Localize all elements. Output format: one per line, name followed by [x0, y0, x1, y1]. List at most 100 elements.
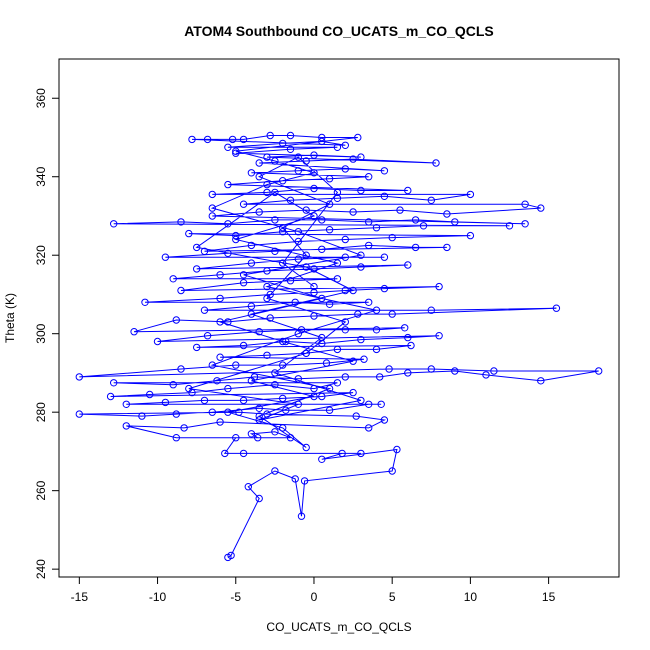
data-point — [357, 186, 365, 195]
data-point — [286, 277, 295, 285]
data-point — [255, 412, 263, 420]
data-point — [310, 169, 318, 177]
data-point — [419, 222, 428, 230]
data-point — [239, 200, 248, 208]
data-point — [200, 396, 209, 405]
data-point — [393, 445, 401, 454]
data-point — [333, 275, 342, 283]
x-tick-label: -10 — [149, 590, 167, 604]
data-point — [286, 145, 295, 154]
data-point — [266, 314, 274, 322]
data-point — [279, 177, 287, 185]
data-point — [255, 159, 263, 167]
data-point — [286, 434, 295, 442]
data-point — [208, 408, 217, 416]
data-point — [224, 220, 232, 228]
series-line — [79, 135, 599, 558]
data-point — [427, 306, 435, 314]
data-point — [349, 155, 357, 163]
x-tick-label: -5 — [230, 590, 241, 604]
data-point — [208, 204, 217, 212]
data-point — [169, 381, 177, 389]
data-point — [228, 135, 237, 144]
data-point — [247, 377, 256, 385]
data-point — [297, 512, 306, 520]
data-point — [138, 412, 146, 420]
data-point — [341, 165, 349, 173]
data-point — [221, 449, 229, 458]
data-point — [404, 186, 412, 195]
data-point — [482, 371, 490, 379]
data-point — [357, 335, 365, 344]
data-point — [161, 398, 170, 407]
data-point — [216, 318, 224, 326]
data-point — [341, 318, 349, 326]
data-point — [177, 218, 185, 226]
data-point — [130, 328, 138, 336]
data-point — [263, 351, 271, 359]
data-point — [349, 208, 357, 216]
data-point — [365, 298, 373, 306]
data-point — [325, 200, 334, 208]
y-tick-label: 360 — [34, 88, 48, 108]
data-point — [443, 243, 451, 252]
data-point — [380, 192, 389, 201]
data-point — [232, 149, 240, 157]
data-point — [302, 206, 310, 214]
data-point — [180, 424, 188, 432]
data-point — [318, 392, 326, 401]
data-point — [122, 422, 131, 430]
data-point — [224, 249, 232, 258]
data-point — [216, 418, 224, 426]
data-point — [427, 196, 435, 205]
data-point — [435, 282, 443, 291]
data-point — [153, 337, 162, 346]
data-point — [146, 390, 154, 399]
data-point — [380, 284, 389, 293]
data-point — [232, 361, 240, 369]
data-point — [208, 190, 217, 199]
data-point — [341, 326, 349, 334]
data-point — [172, 410, 181, 418]
data-point — [235, 408, 243, 416]
data-point — [279, 361, 287, 369]
data-point — [286, 131, 295, 140]
data-point — [349, 388, 357, 397]
data-point — [224, 180, 232, 189]
data-point — [282, 406, 290, 414]
data-point — [291, 298, 299, 306]
data-point — [247, 241, 256, 250]
data-point — [263, 267, 271, 275]
data-point — [365, 400, 373, 408]
data-point — [224, 143, 232, 152]
data-point — [318, 455, 326, 463]
data-point — [310, 384, 318, 393]
y-tick-label: 320 — [34, 245, 48, 265]
data-point — [352, 412, 360, 420]
data-point — [239, 341, 248, 350]
data-point — [325, 406, 334, 414]
data-point — [318, 339, 326, 348]
data-point — [325, 300, 334, 308]
data-point — [349, 286, 357, 295]
data-point — [172, 316, 181, 324]
data-point — [404, 261, 412, 269]
data-point — [451, 367, 459, 375]
data-point — [338, 449, 346, 458]
data-point — [177, 365, 185, 373]
data-point — [401, 324, 409, 332]
data-point — [407, 341, 415, 350]
x-axis: -15 -10 -5 0 5 10 15 — [71, 577, 556, 604]
data-point — [521, 220, 529, 228]
data-point — [294, 167, 302, 175]
data-point — [372, 345, 381, 354]
data-point — [247, 310, 256, 318]
data-point — [310, 265, 318, 273]
data-point — [333, 379, 342, 387]
data-point — [255, 404, 263, 412]
data-point — [193, 343, 201, 352]
data-point — [203, 332, 212, 340]
data-point — [537, 204, 545, 212]
data-point — [169, 275, 177, 283]
